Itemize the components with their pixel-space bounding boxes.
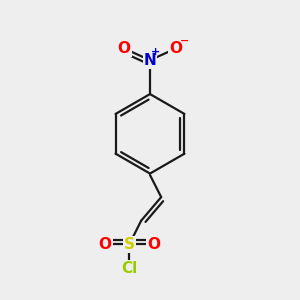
Text: +: + bbox=[151, 47, 160, 57]
Text: Cl: Cl bbox=[121, 261, 137, 276]
Text: N: N bbox=[144, 53, 156, 68]
Text: O: O bbox=[147, 237, 160, 252]
Text: −: − bbox=[179, 36, 189, 46]
Text: S: S bbox=[124, 237, 135, 252]
Text: O: O bbox=[169, 41, 182, 56]
Text: O: O bbox=[99, 237, 112, 252]
Text: O: O bbox=[118, 41, 130, 56]
